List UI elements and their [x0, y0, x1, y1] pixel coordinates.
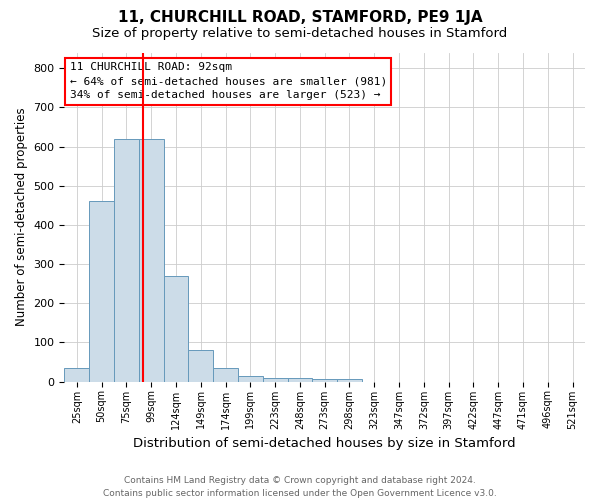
Bar [114, 138, 139, 382]
Bar [337, 379, 362, 382]
Y-axis label: Number of semi-detached properties: Number of semi-detached properties [15, 108, 28, 326]
Text: 11 CHURCHILL ROAD: 92sqm
← 64% of semi-detached houses are smaller (981)
34% of : 11 CHURCHILL ROAD: 92sqm ← 64% of semi-d… [70, 62, 387, 100]
Bar [188, 350, 213, 382]
Bar [89, 202, 114, 382]
Bar [64, 368, 89, 382]
Text: 11, CHURCHILL ROAD, STAMFORD, PE9 1JA: 11, CHURCHILL ROAD, STAMFORD, PE9 1JA [118, 10, 482, 25]
Text: Contains HM Land Registry data © Crown copyright and database right 2024.
Contai: Contains HM Land Registry data © Crown c… [103, 476, 497, 498]
Text: Size of property relative to semi-detached houses in Stamford: Size of property relative to semi-detach… [92, 28, 508, 40]
Bar [313, 379, 337, 382]
Bar [164, 276, 188, 382]
Bar [238, 376, 263, 382]
Bar [139, 138, 164, 382]
X-axis label: Distribution of semi-detached houses by size in Stamford: Distribution of semi-detached houses by … [133, 437, 516, 450]
Bar [287, 378, 313, 382]
Bar [263, 378, 287, 382]
Bar [213, 368, 238, 382]
